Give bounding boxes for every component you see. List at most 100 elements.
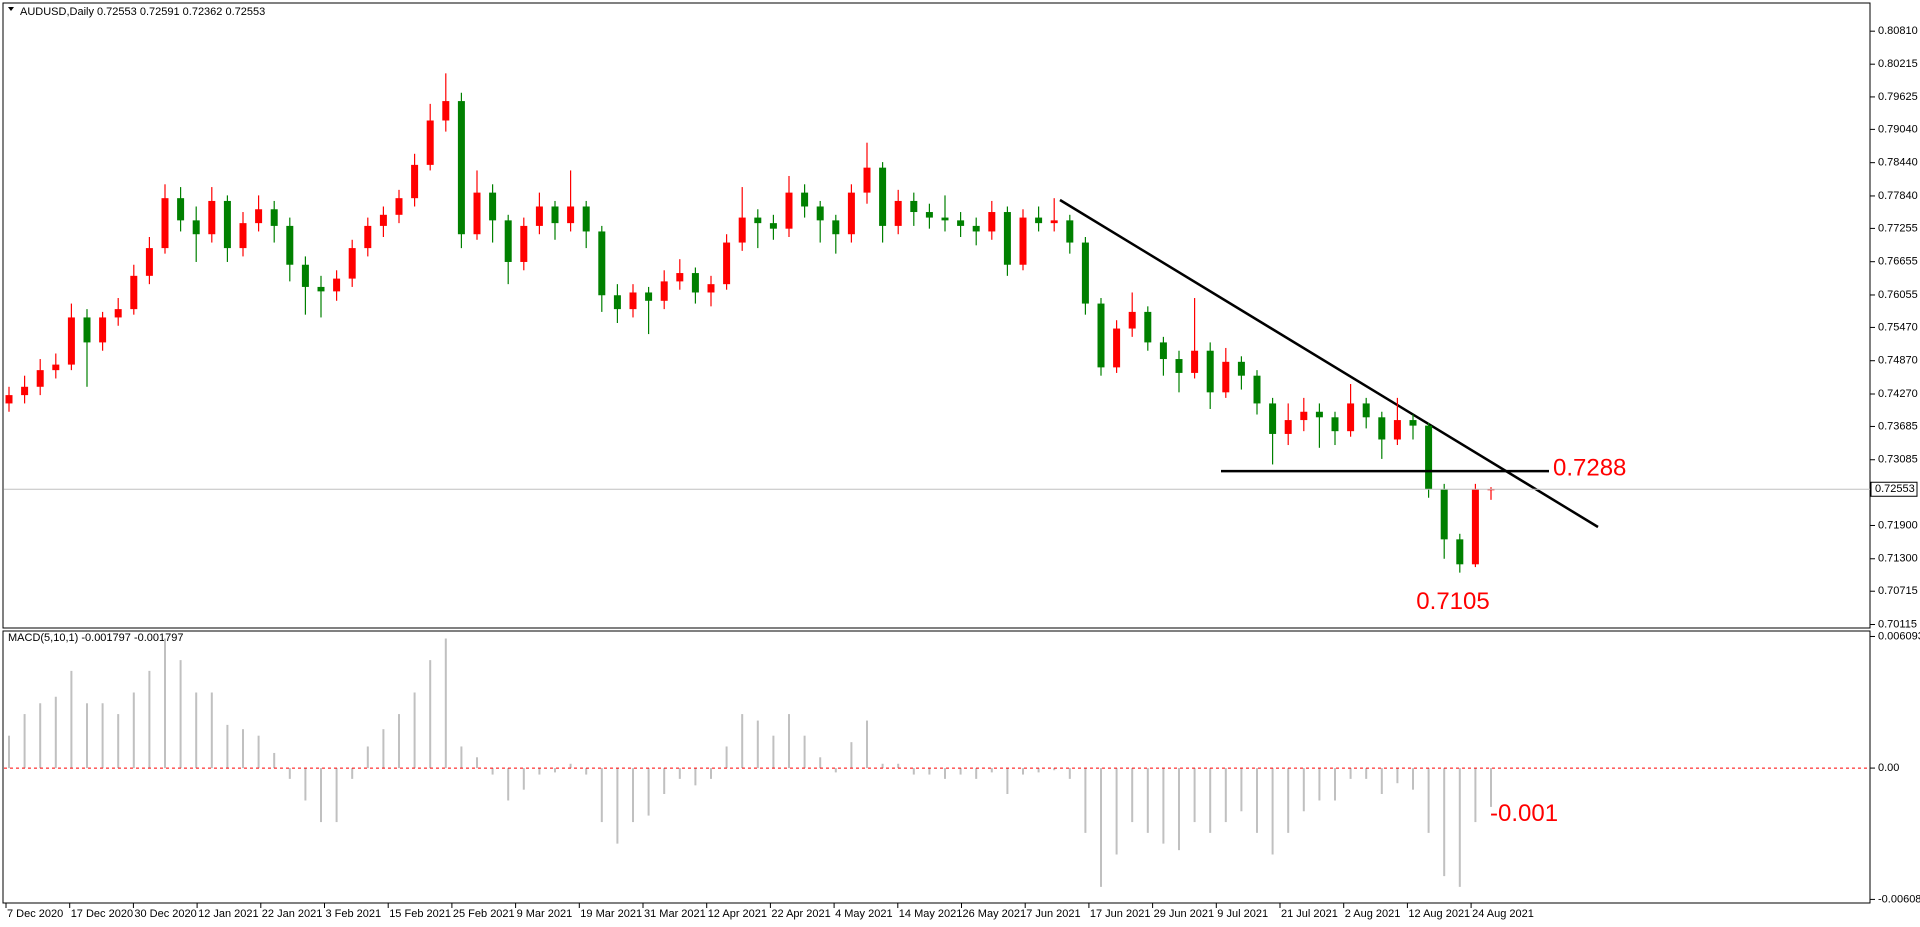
- candle-body: [348, 248, 356, 279]
- level-label: 0.7288: [1553, 454, 1626, 481]
- candle-body: [551, 206, 559, 224]
- candle-body: [847, 192, 855, 235]
- y-tick-label: 0.79625: [1878, 91, 1918, 103]
- candle-body: [1347, 403, 1355, 432]
- candle-body: [957, 220, 965, 226]
- x-tick-label: 30 Dec 2020: [134, 908, 196, 920]
- candle-body: [1206, 350, 1214, 393]
- x-tick-label: 12 Apr 2021: [708, 908, 767, 920]
- macd-label: -0.001: [1490, 800, 1558, 827]
- candle-body: [535, 206, 543, 226]
- candle-body: [1269, 403, 1277, 434]
- candle-body: [489, 192, 497, 221]
- current-price-label: 0.72553: [1875, 483, 1915, 495]
- y-tick-label: 0.79040: [1878, 123, 1918, 135]
- candle-body: [1144, 311, 1152, 343]
- y-tick-label: 0.80215: [1878, 58, 1918, 70]
- candle-body: [1019, 217, 1027, 265]
- candle-body: [1097, 303, 1105, 368]
- candle-body: [255, 209, 263, 224]
- candle-body: [426, 120, 434, 165]
- price-panel: [2, 2, 1871, 629]
- x-tick-label: 31 Mar 2021: [644, 908, 706, 920]
- candle-body: [504, 220, 512, 262]
- candle-body: [1378, 417, 1386, 440]
- candle-body: [1253, 375, 1261, 404]
- x-tick-label: 3 Feb 2021: [326, 908, 382, 920]
- candle-body: [395, 198, 403, 215]
- candle-body: [1191, 350, 1199, 373]
- candle-body: [738, 217, 746, 243]
- candle-body: [130, 275, 138, 310]
- candle-body: [1300, 411, 1308, 421]
- candle-body: [1175, 359, 1183, 373]
- y-tick-label: 0.70115: [1878, 618, 1917, 630]
- candle-body: [5, 395, 13, 404]
- x-tick-label: 19 Mar 2021: [580, 908, 642, 920]
- y-tick-label: 0.75470: [1878, 321, 1918, 333]
- candle-body: [769, 223, 777, 229]
- macd-panel: [2, 630, 1871, 904]
- x-tick-label: 25 Feb 2021: [453, 908, 515, 920]
- x-tick-label: 17 Dec 2020: [71, 908, 133, 920]
- menu-arrow[interactable]: [8, 7, 14, 11]
- candle-body: [972, 225, 980, 232]
- candle-body: [629, 292, 637, 310]
- x-tick-label: 4 May 2021: [835, 908, 892, 920]
- x-tick-label: 26 May 2021: [963, 908, 1027, 920]
- candle-body: [754, 217, 762, 224]
- y-tick-label: 0.70715: [1878, 585, 1918, 597]
- candle-body: [816, 206, 824, 221]
- candle-body: [223, 200, 231, 249]
- x-tick-label: 29 Jun 2021: [1154, 908, 1215, 920]
- y-tick-label: 0.80810: [1878, 25, 1918, 37]
- candle-body: [333, 278, 341, 292]
- candle-body: [145, 248, 153, 276]
- candle-body: [473, 192, 481, 235]
- candle-body: [645, 292, 653, 301]
- candle-body: [1362, 403, 1370, 418]
- x-tick-label: 14 May 2021: [899, 908, 963, 920]
- candle-body: [785, 192, 793, 229]
- candle-body: [1128, 311, 1136, 329]
- x-tick-label: 9 Jul 2021: [1217, 908, 1268, 920]
- candle-body: [613, 295, 621, 310]
- candle-body: [1425, 425, 1433, 490]
- current-price-box: [1870, 481, 1918, 497]
- candle-body: [83, 317, 91, 343]
- candle-body: [520, 225, 528, 262]
- candle-body: [1050, 220, 1058, 224]
- candle-body: [411, 164, 419, 199]
- y-tick-label: 0.77255: [1878, 222, 1918, 234]
- candle-body: [270, 209, 278, 226]
- y-tick-label: 0.006093: [1878, 630, 1920, 642]
- candle-body: [1113, 328, 1121, 368]
- x-tick-label: 9 Mar 2021: [517, 908, 573, 920]
- candle-body: [598, 231, 606, 296]
- candle-body: [660, 281, 668, 301]
- x-tick-label: 21 Jul 2021: [1281, 908, 1338, 920]
- price-title: AUDUSD,Daily 0.72553 0.72591 0.72362 0.7…: [20, 6, 265, 18]
- candle-body: [707, 284, 715, 293]
- candle-body: [1035, 217, 1043, 224]
- y-tick-label: -0.00608: [1878, 893, 1920, 905]
- candle-body: [99, 317, 107, 343]
- candle-body: [457, 101, 465, 235]
- y-tick-label: 0.76055: [1878, 289, 1918, 301]
- candle-body: [1237, 361, 1245, 376]
- candle-body: [801, 192, 809, 207]
- x-tick-label: 2 Aug 2021: [1345, 908, 1401, 920]
- candle-body: [161, 198, 169, 249]
- candle-body: [36, 370, 44, 387]
- x-tick-label: 24 Aug 2021: [1472, 908, 1534, 920]
- x-tick-label: 15 Feb 2021: [389, 908, 451, 920]
- candle-body: [1440, 489, 1448, 540]
- candle-body: [941, 217, 949, 221]
- y-tick-label: 0.00: [1878, 762, 1899, 774]
- y-tick-label: 0.78440: [1878, 157, 1918, 169]
- y-tick-label: 0.73685: [1878, 420, 1918, 432]
- candle-body: [1066, 220, 1074, 243]
- candle-body: [863, 167, 871, 193]
- x-tick-label: 7 Jun 2021: [1026, 908, 1080, 920]
- low-label: 0.7105: [1416, 588, 1489, 615]
